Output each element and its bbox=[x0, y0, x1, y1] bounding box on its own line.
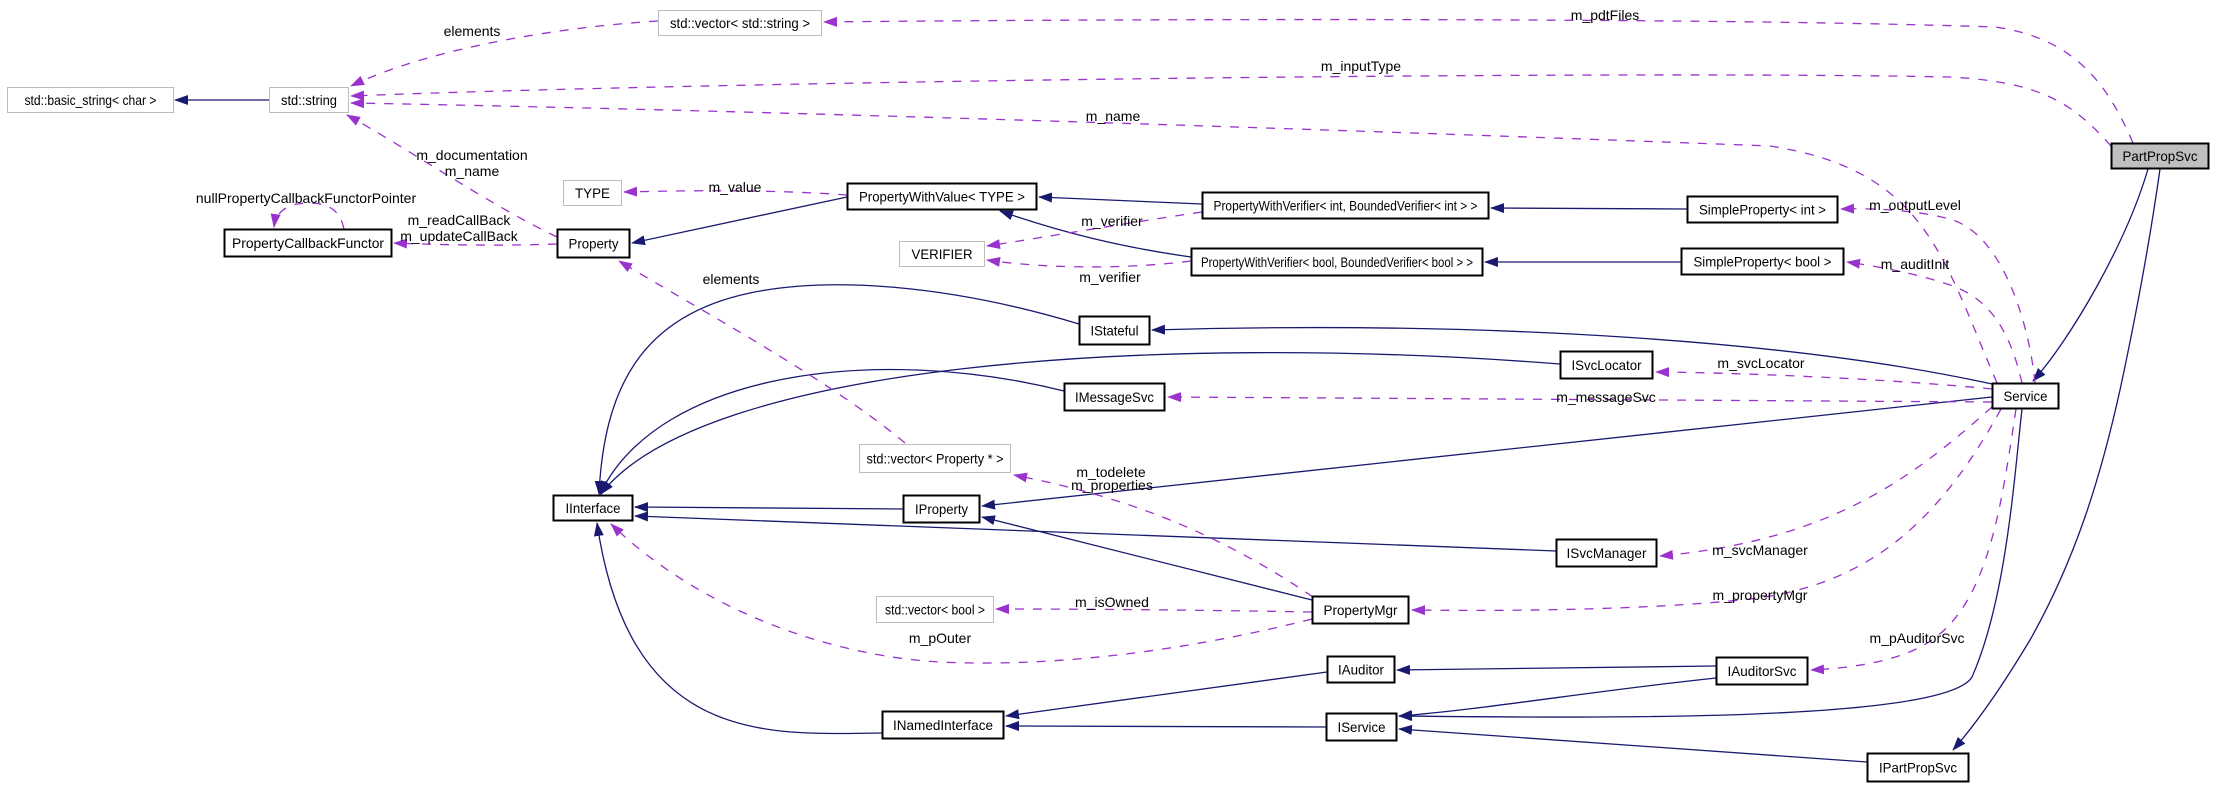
svg-text:IAuditorSvc: IAuditorSvc bbox=[1728, 663, 1797, 679]
svg-text:PropertyMgr: PropertyMgr bbox=[1324, 602, 1398, 618]
svg-text:SimpleProperty< int >: SimpleProperty< int > bbox=[1699, 202, 1826, 218]
svg-text:IService: IService bbox=[1338, 719, 1386, 735]
svg-text:IMessageSvc: IMessageSvc bbox=[1075, 389, 1154, 405]
svg-text:m_verifier: m_verifier bbox=[1081, 213, 1143, 229]
svg-text:m_pAuditorSvc: m_pAuditorSvc bbox=[1870, 630, 1965, 646]
svg-text:m_name: m_name bbox=[1086, 108, 1141, 124]
svg-text:PropertyWithVerifier< int, Bou: PropertyWithVerifier< int, BoundedVerifi… bbox=[1214, 198, 1478, 214]
svg-text:PropertyCallbackFunctor: PropertyCallbackFunctor bbox=[232, 235, 384, 251]
svg-text:PropertyWithValue< TYPE >: PropertyWithValue< TYPE > bbox=[859, 189, 1025, 205]
svg-text:ISvcManager: ISvcManager bbox=[1567, 545, 1647, 561]
svg-text:m_properties: m_properties bbox=[1071, 477, 1153, 493]
svg-text:SimpleProperty< bool >: SimpleProperty< bool > bbox=[1694, 254, 1832, 270]
svg-text:m_svcManager: m_svcManager bbox=[1712, 542, 1808, 558]
svg-text:IStateful: IStateful bbox=[1091, 323, 1139, 339]
svg-text:PropertyWithVerifier< bool, Bo: PropertyWithVerifier< bool, BoundedVerif… bbox=[1201, 254, 1473, 270]
svg-text:m_pdtFiles: m_pdtFiles bbox=[1571, 7, 1639, 23]
svg-text:std::vector< Property * >: std::vector< Property * > bbox=[867, 451, 1004, 467]
svg-text:IAuditor: IAuditor bbox=[1338, 662, 1384, 678]
svg-text:m_verifier: m_verifier bbox=[1079, 269, 1141, 285]
svg-text:m_name: m_name bbox=[445, 163, 500, 179]
svg-text:m_documentation: m_documentation bbox=[416, 147, 527, 163]
svg-text:std::vector< std::string >: std::vector< std::string > bbox=[670, 15, 810, 31]
svg-text:Service: Service bbox=[2004, 388, 2048, 404]
svg-text:INamedInterface: INamedInterface bbox=[893, 717, 993, 733]
svg-text:ISvcLocator: ISvcLocator bbox=[1572, 357, 1642, 373]
svg-text:std::string: std::string bbox=[281, 92, 337, 108]
svg-text:Property: Property bbox=[569, 236, 619, 252]
svg-text:m_readCallBack: m_readCallBack bbox=[408, 212, 512, 228]
svg-text:IProperty: IProperty bbox=[915, 501, 968, 517]
svg-text:m_updateCallBack: m_updateCallBack bbox=[400, 228, 519, 244]
svg-text:TYPE: TYPE bbox=[575, 185, 610, 201]
svg-text:IPartPropSvc: IPartPropSvc bbox=[1879, 760, 1957, 776]
svg-text:m_svcLocator: m_svcLocator bbox=[1717, 355, 1804, 371]
svg-text:m_inputType: m_inputType bbox=[1321, 58, 1401, 74]
svg-text:nullPropertyCallbackFunctorPoi: nullPropertyCallbackFunctorPointer bbox=[196, 190, 417, 206]
svg-text:std::vector< bool >: std::vector< bool > bbox=[885, 602, 985, 618]
svg-text:m_propertyMgr: m_propertyMgr bbox=[1713, 587, 1808, 603]
svg-text:VERIFIER: VERIFIER bbox=[912, 246, 973, 262]
svg-text:m_pOuter: m_pOuter bbox=[909, 630, 972, 646]
svg-text:elements: elements bbox=[703, 271, 760, 287]
svg-text:m_outputLevel: m_outputLevel bbox=[1869, 197, 1961, 213]
svg-text:PartPropSvc: PartPropSvc bbox=[2123, 148, 2198, 164]
svg-text:m_isOwned: m_isOwned bbox=[1075, 594, 1149, 610]
svg-text:m_auditInit: m_auditInit bbox=[1881, 256, 1950, 272]
svg-text:elements: elements bbox=[444, 23, 501, 39]
svg-text:m_messageSvc: m_messageSvc bbox=[1556, 389, 1656, 405]
svg-text:m_todelete: m_todelete bbox=[1076, 464, 1145, 480]
svg-text:std::basic_string< char >: std::basic_string< char > bbox=[25, 92, 157, 108]
svg-text:m_value: m_value bbox=[709, 179, 762, 195]
svg-text:IInterface: IInterface bbox=[566, 500, 621, 516]
